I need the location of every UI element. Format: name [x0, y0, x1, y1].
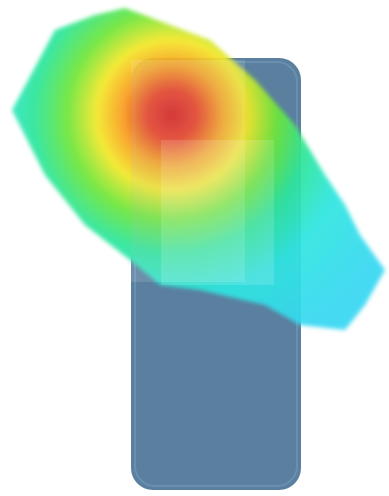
heatmap-overlay [12, 8, 385, 330]
highlight-box [161, 140, 274, 285]
highlight-box [131, 60, 245, 282]
